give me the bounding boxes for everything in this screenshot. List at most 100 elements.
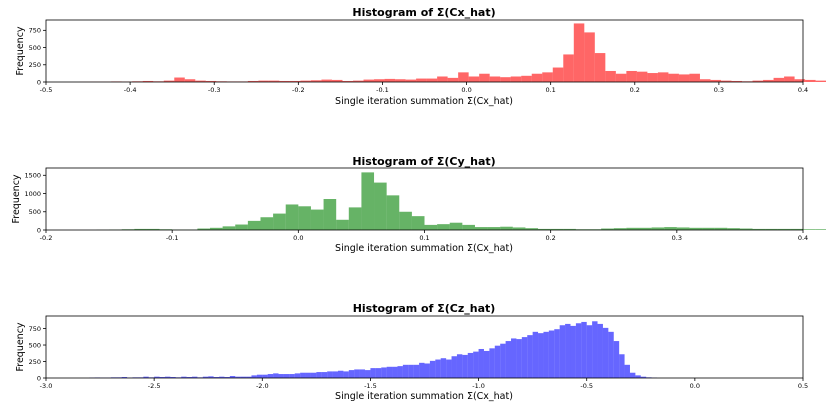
histogram-bar-cx [363,79,375,82]
histogram-bar-cy [134,228,147,230]
histogram-bar-cy [386,195,400,230]
histogram-bar-cx [510,76,522,82]
x-tick-label: 0.5 [798,382,808,390]
x-tick-label: 0.0 [293,234,303,242]
histogram-bar-cx [300,80,311,82]
histogram-bar-cz [375,368,382,378]
histogram-bar-cx [521,75,532,82]
histogram-bar-cy [815,229,826,230]
histogram-bar-cx [437,76,448,82]
histogram-bar-cz [565,323,571,378]
y-tick-label: 1000 [24,190,41,198]
histogram-bar-cx [321,79,332,82]
histogram-bar-cx [405,79,417,82]
histogram-bar-cz [451,356,457,378]
histogram-bar-cy [411,216,425,230]
histogram-bar-cx [384,78,396,82]
y-ticks-cy: 0 500 1000 1500 [24,172,46,234]
histogram-bar-cz [170,377,176,378]
histogram-bar-cz [240,376,247,378]
histogram-bar-cz [575,323,582,378]
histogram-bar-cx [142,80,154,82]
x-ticks-cy: -0.2 -0.1 0.0 0.1 0.2 0.3 0.4 [40,230,808,242]
histogram-bar-cy [676,227,690,230]
histogram-bar-cz [478,348,484,378]
x-tick-label: 0.2 [545,234,555,242]
histogram-bar-cy [714,227,728,230]
histogram-bar-cz [429,360,436,378]
histogram-bar-cz [278,374,284,378]
histogram-bar-cy [210,227,223,230]
histogram-bar-cz [440,358,447,378]
chart-title-cx: Histogram of Σ(Cx_hat) [352,6,495,19]
histogram-bar-cz [246,376,252,378]
histogram-bar-cz [505,341,512,378]
histogram-bar-cx [584,32,595,82]
histogram-bar-cz [640,376,647,378]
histogram-bar-cz [154,376,160,378]
histogram-bar-cx [374,79,385,82]
histogram-bar-cy [538,228,551,230]
histogram-bar-cz [602,327,609,378]
histogram-bar-cz [289,374,295,378]
bars-cx [79,23,826,82]
histogram-bar-cz [635,375,641,378]
histogram-bar-cz [219,376,225,378]
x-tick-label: -0.5 [40,86,53,94]
histogram-bar-cx [763,79,774,82]
histogram-bar-cz [381,367,387,378]
histogram-bar-cx [657,72,669,82]
histogram-bar-cz [208,376,214,378]
histogram-bar-cx [489,76,501,82]
histogram-bar-cz [370,368,376,378]
histogram-bar-cy [563,228,576,230]
histogram-bar-cx [500,77,511,82]
histogram-bar-cy [336,219,349,230]
histogram-bar-cz [386,366,393,378]
chart-title-cz: Histogram of Σ(Cz_hat) [353,302,496,315]
histogram-bar-cz [164,376,171,378]
histogram-bar-cx [794,79,806,82]
histogram-bar-cz [554,329,560,378]
histogram-bar-cz [316,372,322,378]
histogram-bar-cy [424,224,438,230]
histogram-bar-cx [710,79,721,82]
histogram-bar-cx [447,77,459,82]
histogram-bar-cx [395,79,406,82]
histogram-bar-cx [531,73,543,82]
histogram-bar-cy [197,228,211,230]
histogram-bar-cy [399,211,412,230]
histogram-bar-cz [213,377,220,378]
histogram-bar-cz [181,376,187,378]
histogram-bar-cz [300,372,306,378]
x-tick-label: -1.0 [472,382,485,390]
histogram-bar-cx [626,70,637,82]
histogram-bar-cz [305,372,311,378]
histogram-bar-cz [202,376,209,378]
histogram-bar-cz [402,364,409,378]
histogram-bar-cy [803,229,816,230]
x-ticks-cz: -3.0 -2.5 -2.0 -1.5 -1.0 -0.5 0.0 0.5 [40,378,808,390]
x-tick-label: -0.4 [124,86,137,94]
histogram-bar-cx [310,80,322,82]
histogram-bar-cz [592,321,598,378]
histogram-bar-cx [331,79,343,82]
x-axis-label-cy: Single iteration summation Σ(Cx_hat) [335,243,513,254]
y-tick-label: 500 [29,208,41,216]
histogram-bar-cy [765,228,778,230]
x-tick-label: 0.4 [798,86,808,94]
histogram-bar-cx [615,73,627,82]
plot-frame-cx [45,19,804,83]
y-ticks-cx: 0 250 500 750 [29,27,46,86]
histogram-bar-cz [392,366,398,378]
y-tick-label: 0 [37,78,41,86]
histogram-bar-cz [473,351,479,378]
histogram-bar-cy [260,217,274,230]
histogram-bar-cy [374,182,387,230]
histogram-bar-cy [550,228,564,230]
histogram-bar-cz [256,374,263,378]
histogram-bar-cx [552,67,564,82]
histogram-bar-cz [310,372,317,378]
histogram-bar-cz [511,338,517,378]
y-tick-label: 250 [29,358,41,366]
